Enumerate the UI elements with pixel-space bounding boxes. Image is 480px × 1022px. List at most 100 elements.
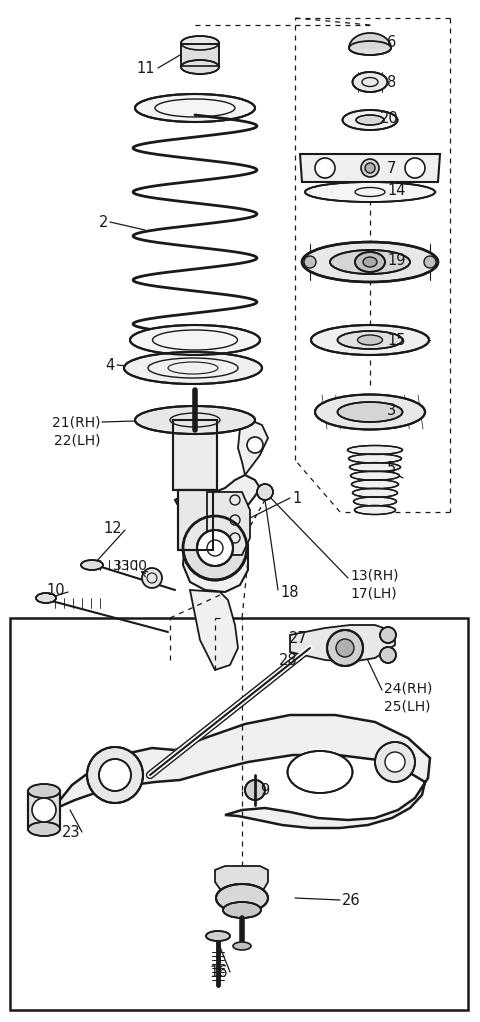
Circle shape — [257, 484, 273, 500]
Polygon shape — [238, 420, 268, 475]
Ellipse shape — [351, 479, 398, 489]
Polygon shape — [190, 590, 238, 670]
Ellipse shape — [353, 497, 396, 506]
Circle shape — [183, 516, 247, 580]
Bar — [10, 618, 468, 1010]
Bar — [28, 791, 60, 829]
Ellipse shape — [28, 784, 60, 798]
Ellipse shape — [233, 942, 251, 950]
Text: 14: 14 — [387, 183, 406, 197]
Ellipse shape — [181, 36, 219, 50]
Ellipse shape — [124, 352, 262, 384]
Ellipse shape — [352, 489, 397, 498]
Text: 2: 2 — [98, 215, 108, 230]
Ellipse shape — [350, 471, 399, 480]
Ellipse shape — [361, 159, 379, 177]
Circle shape — [304, 256, 316, 268]
Text: 26: 26 — [342, 892, 360, 908]
Circle shape — [380, 647, 396, 663]
Text: 23: 23 — [61, 825, 80, 839]
Text: 1: 1 — [292, 491, 301, 506]
Ellipse shape — [405, 158, 425, 178]
Text: 17(LH): 17(LH) — [350, 586, 396, 600]
Polygon shape — [52, 715, 430, 828]
Ellipse shape — [365, 162, 375, 173]
Circle shape — [142, 568, 162, 588]
Circle shape — [385, 752, 405, 772]
Text: 13(RH): 13(RH) — [350, 568, 398, 582]
Bar — [173, 420, 217, 490]
Text: 3300: 3300 — [113, 559, 148, 573]
Ellipse shape — [315, 158, 335, 178]
Text: 4: 4 — [106, 358, 115, 372]
Text: 7: 7 — [387, 160, 396, 176]
Polygon shape — [300, 154, 440, 182]
Circle shape — [99, 759, 131, 791]
Circle shape — [375, 742, 415, 782]
Ellipse shape — [358, 335, 383, 345]
Ellipse shape — [337, 331, 403, 349]
Text: 5: 5 — [387, 461, 396, 475]
Text: 24(RH): 24(RH) — [384, 681, 432, 695]
Circle shape — [424, 256, 436, 268]
Text: 19: 19 — [387, 252, 406, 268]
Bar — [181, 44, 219, 66]
Text: 21(RH): 21(RH) — [51, 415, 100, 429]
Bar — [178, 490, 213, 550]
Ellipse shape — [355, 506, 396, 514]
Ellipse shape — [130, 325, 260, 355]
Circle shape — [336, 639, 354, 657]
Ellipse shape — [81, 560, 103, 570]
Ellipse shape — [355, 252, 385, 272]
Text: 9: 9 — [260, 783, 269, 797]
Text: 18: 18 — [280, 585, 299, 600]
Circle shape — [87, 747, 143, 803]
Text: 8: 8 — [387, 75, 396, 90]
Text: 6: 6 — [387, 35, 396, 49]
Circle shape — [380, 628, 396, 643]
Ellipse shape — [305, 182, 435, 202]
Ellipse shape — [343, 110, 397, 130]
Ellipse shape — [352, 72, 387, 92]
Ellipse shape — [315, 394, 425, 429]
Ellipse shape — [223, 902, 261, 918]
Text: 28: 28 — [279, 652, 298, 667]
Polygon shape — [349, 33, 391, 48]
Bar — [173, 420, 217, 490]
Text: 25(LH): 25(LH) — [384, 699, 431, 713]
Text: 22(LH): 22(LH) — [53, 433, 100, 447]
Ellipse shape — [311, 325, 429, 355]
Text: 10: 10 — [47, 583, 65, 598]
Circle shape — [327, 630, 363, 666]
Circle shape — [32, 798, 56, 822]
Ellipse shape — [348, 446, 403, 455]
Ellipse shape — [349, 463, 400, 471]
Ellipse shape — [216, 884, 268, 912]
Ellipse shape — [288, 751, 352, 793]
Circle shape — [197, 530, 233, 566]
Polygon shape — [207, 492, 250, 555]
Text: 20: 20 — [380, 110, 399, 126]
Bar — [178, 490, 213, 550]
Ellipse shape — [363, 257, 377, 267]
Text: 3: 3 — [387, 403, 396, 418]
Ellipse shape — [337, 402, 403, 422]
Polygon shape — [290, 625, 395, 662]
Text: 11: 11 — [136, 60, 155, 76]
Ellipse shape — [36, 593, 56, 603]
Ellipse shape — [28, 822, 60, 836]
Bar — [181, 44, 219, 66]
Ellipse shape — [302, 242, 438, 282]
Polygon shape — [215, 866, 268, 896]
Circle shape — [247, 437, 263, 453]
Ellipse shape — [348, 454, 401, 463]
Text: 15: 15 — [387, 332, 406, 347]
Ellipse shape — [181, 60, 219, 74]
Ellipse shape — [206, 931, 230, 941]
Circle shape — [245, 780, 265, 800]
Bar — [28, 791, 60, 829]
Ellipse shape — [349, 41, 391, 55]
Text: 12: 12 — [103, 520, 122, 536]
Text: 27: 27 — [289, 631, 308, 646]
Ellipse shape — [356, 115, 384, 125]
